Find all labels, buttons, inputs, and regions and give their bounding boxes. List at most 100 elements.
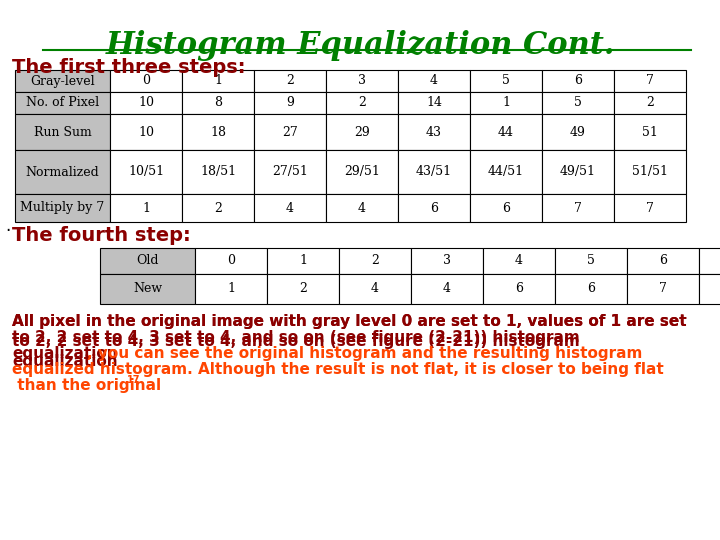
FancyBboxPatch shape [195,248,267,274]
Text: 7: 7 [574,201,582,214]
FancyBboxPatch shape [411,248,483,274]
Text: 49/51: 49/51 [560,165,596,179]
Text: 10/51: 10/51 [128,165,164,179]
Text: No. of Pixel: No. of Pixel [26,97,99,110]
Text: 3: 3 [443,254,451,267]
FancyBboxPatch shape [542,92,614,114]
Text: 7: 7 [659,282,667,295]
Text: The fourth step:: The fourth step: [12,226,191,245]
FancyBboxPatch shape [182,114,254,150]
FancyBboxPatch shape [110,150,182,194]
Text: 4: 4 [371,282,379,295]
Text: All pixel in the original image with gray level 0 are set to 1, values of 1 are : All pixel in the original image with gra… [12,314,687,329]
FancyBboxPatch shape [326,194,398,222]
FancyBboxPatch shape [195,274,267,304]
Text: 27/51: 27/51 [272,165,308,179]
FancyBboxPatch shape [15,150,110,194]
FancyBboxPatch shape [398,150,470,194]
FancyBboxPatch shape [15,194,110,222]
Text: 6: 6 [515,282,523,295]
FancyBboxPatch shape [254,70,326,92]
Text: 44: 44 [498,125,514,138]
Text: 17: 17 [127,375,140,385]
FancyBboxPatch shape [326,114,398,150]
FancyBboxPatch shape [699,248,720,274]
FancyBboxPatch shape [182,92,254,114]
Text: 1: 1 [227,282,235,295]
Text: 5: 5 [502,75,510,87]
Text: 1: 1 [502,97,510,110]
FancyBboxPatch shape [110,114,182,150]
Text: equalization: equalization [12,346,117,361]
Text: 3: 3 [358,75,366,87]
FancyBboxPatch shape [470,70,542,92]
FancyBboxPatch shape [110,92,182,114]
Text: to 2, 2 set to 4, 3 set to 4, and so on (see figure (2-21)) histogram: to 2, 2 set to 4, 3 set to 4, and so on … [12,330,580,345]
Text: 4: 4 [358,201,366,214]
Text: 2: 2 [358,97,366,110]
Text: 43/51: 43/51 [416,165,452,179]
FancyBboxPatch shape [470,114,542,150]
FancyBboxPatch shape [398,70,470,92]
FancyBboxPatch shape [182,70,254,92]
FancyBboxPatch shape [627,248,699,274]
Text: 18/51: 18/51 [200,165,236,179]
Text: 5: 5 [574,97,582,110]
Text: 2: 2 [299,282,307,295]
FancyBboxPatch shape [182,150,254,194]
Text: 1: 1 [214,75,222,87]
FancyBboxPatch shape [411,274,483,304]
Text: 4: 4 [515,254,523,267]
Text: 2: 2 [646,97,654,110]
Text: All pixel in the original image with gray level 0 are set to 1, values of 1 are : All pixel in the original image with gra… [12,314,687,369]
FancyBboxPatch shape [254,114,326,150]
Text: The first three steps:: The first three steps: [12,58,246,77]
Text: than the original: than the original [12,378,161,393]
Text: 4: 4 [443,282,451,295]
Text: ·: · [5,222,10,240]
Text: 5: 5 [587,254,595,267]
Text: 4: 4 [286,201,294,214]
Text: 6: 6 [502,201,510,214]
FancyBboxPatch shape [254,194,326,222]
FancyBboxPatch shape [470,150,542,194]
FancyBboxPatch shape [110,194,182,222]
FancyBboxPatch shape [254,92,326,114]
FancyBboxPatch shape [398,194,470,222]
FancyBboxPatch shape [15,70,110,92]
FancyBboxPatch shape [326,70,398,92]
Text: Normalized: Normalized [26,165,99,179]
Text: 7: 7 [646,75,654,87]
Text: 7: 7 [646,201,654,214]
FancyBboxPatch shape [555,274,627,304]
Text: 14: 14 [426,97,442,110]
FancyBboxPatch shape [470,92,542,114]
FancyBboxPatch shape [267,274,339,304]
Text: Gray-level: Gray-level [30,75,95,87]
Text: 18: 18 [210,125,226,138]
Text: 51: 51 [642,125,658,138]
FancyBboxPatch shape [542,194,614,222]
FancyBboxPatch shape [398,92,470,114]
Text: 6: 6 [574,75,582,87]
Text: 6: 6 [659,254,667,267]
FancyBboxPatch shape [339,274,411,304]
Text: 44/51: 44/51 [488,165,524,179]
FancyBboxPatch shape [542,70,614,92]
Text: 2: 2 [371,254,379,267]
Text: 6: 6 [587,282,595,295]
FancyBboxPatch shape [339,248,411,274]
Text: 2: 2 [214,201,222,214]
Text: 29/51: 29/51 [344,165,380,179]
Text: New: New [133,282,162,295]
FancyBboxPatch shape [254,150,326,194]
Text: 9: 9 [286,97,294,110]
Text: 8: 8 [214,97,222,110]
Text: 29: 29 [354,125,370,138]
Text: 51/51: 51/51 [632,165,668,179]
FancyBboxPatch shape [627,274,699,304]
Text: 1: 1 [142,201,150,214]
FancyBboxPatch shape [110,70,182,92]
Text: 27: 27 [282,125,298,138]
FancyBboxPatch shape [614,70,686,92]
